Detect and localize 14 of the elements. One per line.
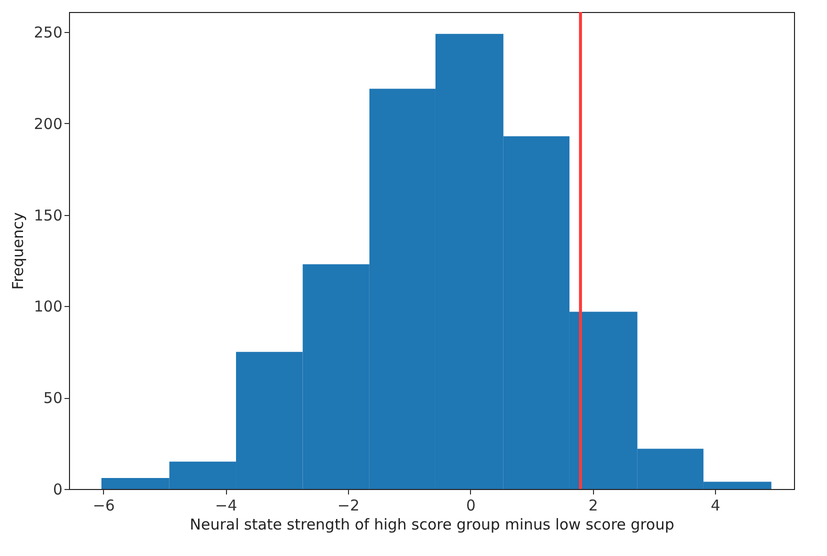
x-tick-label: 0 [466,496,476,514]
y-tick-label: 50 [43,389,62,408]
y-tick-label: 150 [34,206,62,224]
y-tick-label: 200 [34,114,62,133]
y-tick-label: 100 [34,298,62,316]
y-tick-label: 0 [52,480,62,498]
x-tick-label: 4 [710,496,720,514]
x-tick-label: 2 [588,496,598,514]
y-axis-title: Frequency [8,212,27,290]
y-tick-label: 250 [34,24,62,42]
x-tick-label: −2 [337,496,360,514]
x-axis-title: Neural state strength of high score group minus low score group [190,516,674,534]
x-tick-label: −6 [92,496,115,514]
x-tick-label: −4 [215,496,238,514]
